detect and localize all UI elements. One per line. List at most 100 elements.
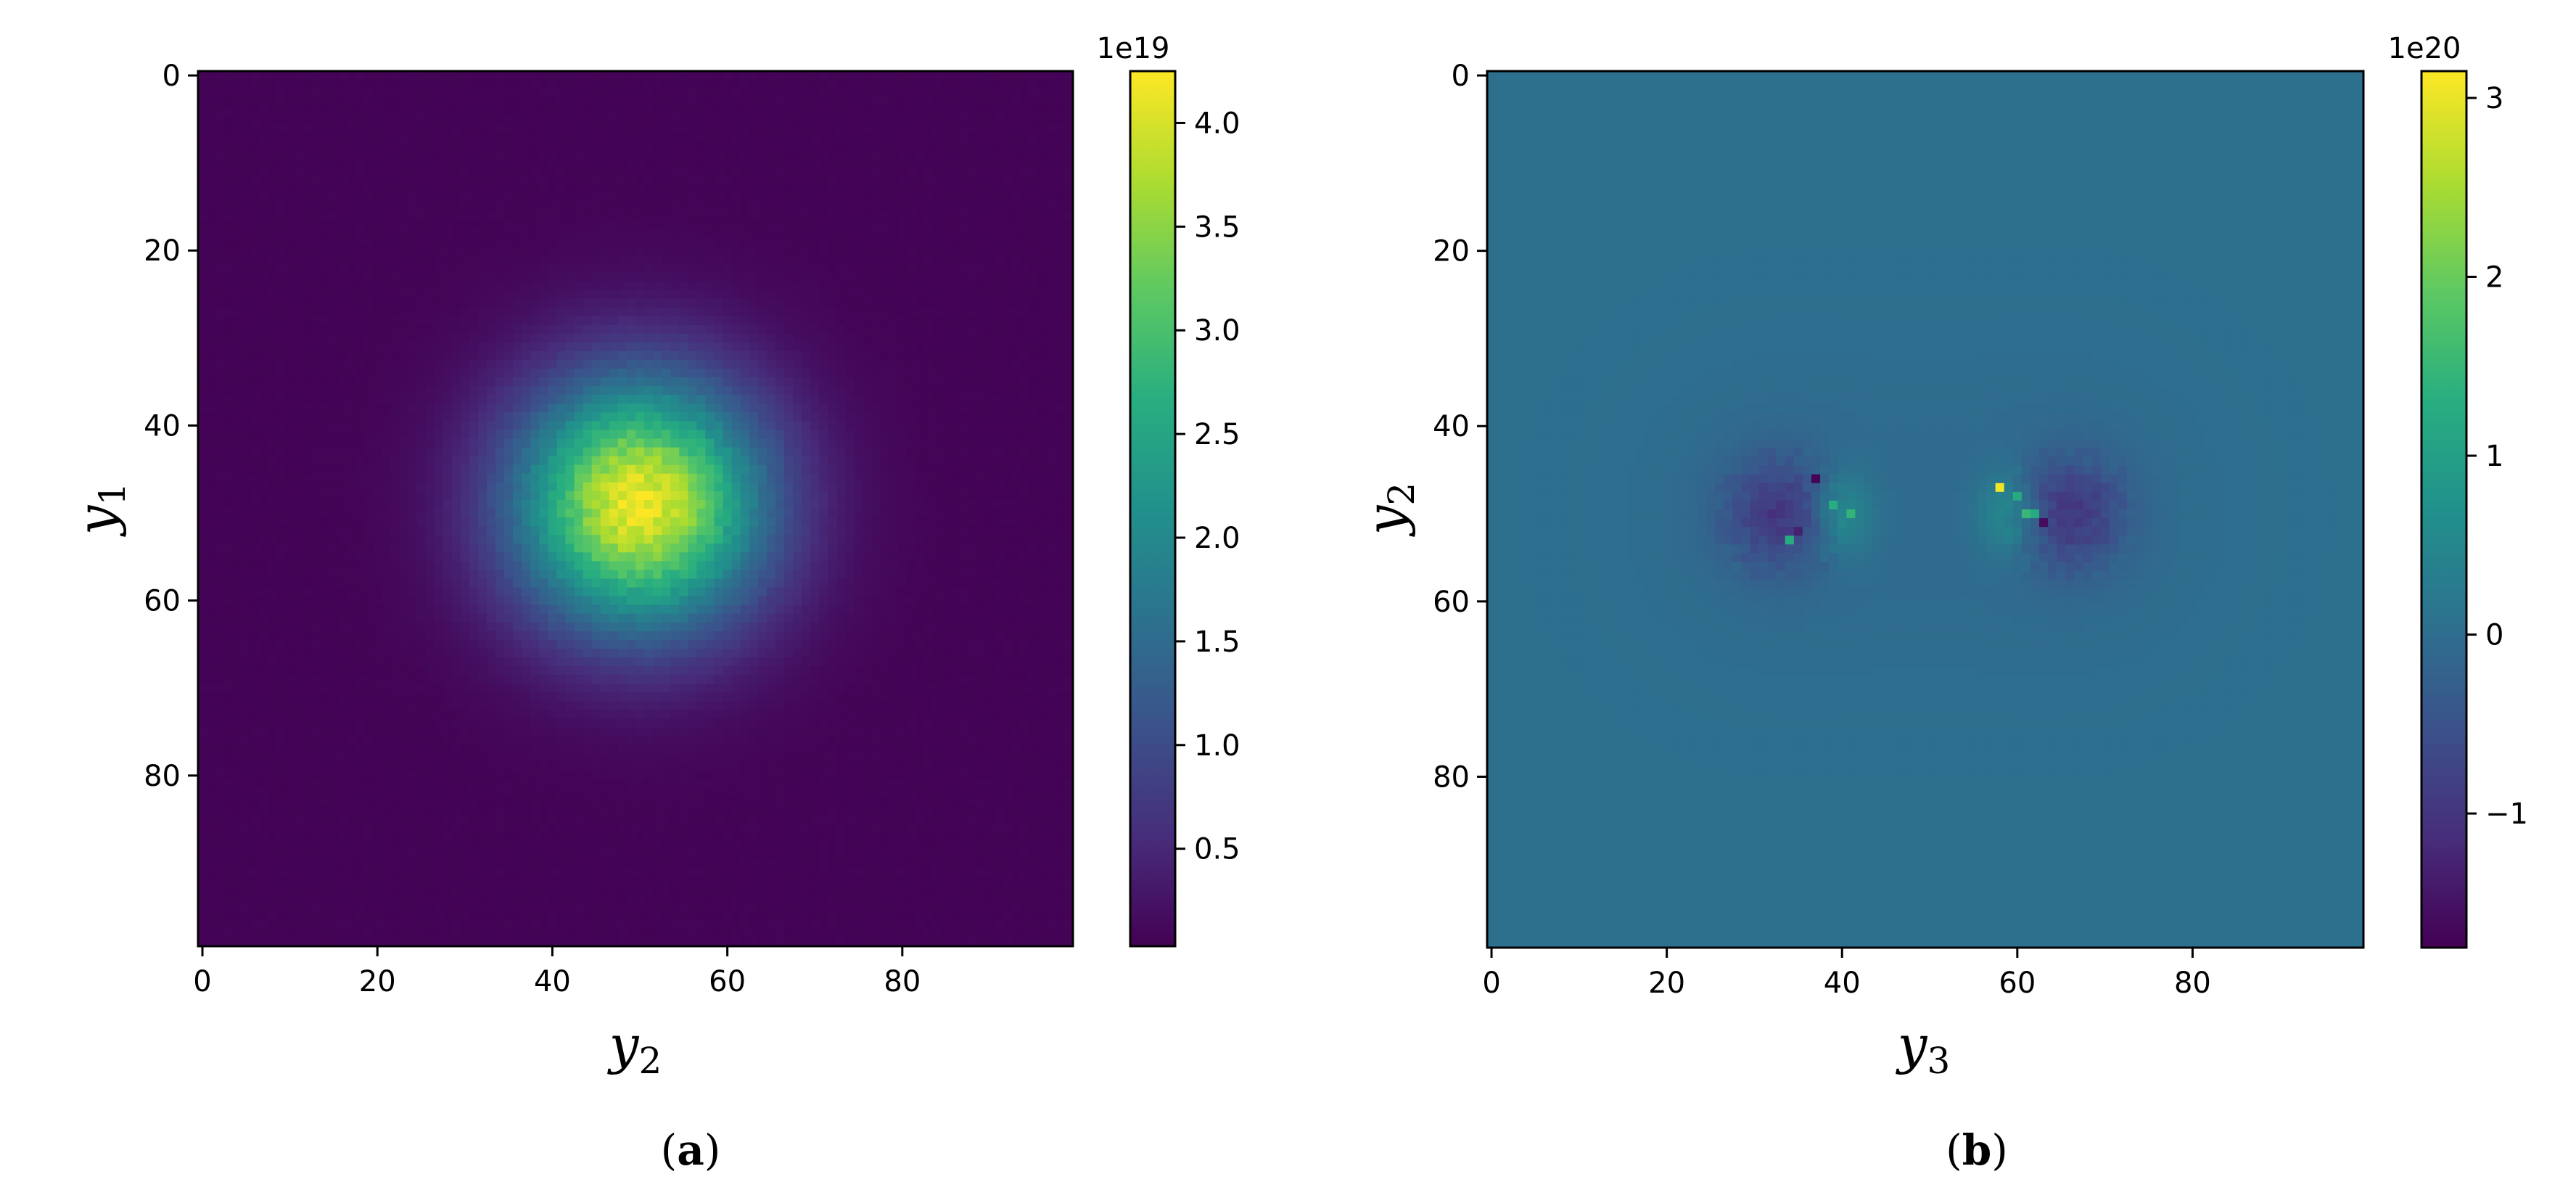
heat-cell <box>670 141 680 151</box>
heat-cell <box>889 158 899 168</box>
heat-cell <box>705 298 715 308</box>
heat-cell <box>364 210 374 221</box>
heat-cell <box>679 316 688 326</box>
heat-cell <box>513 193 522 203</box>
heat-cell <box>600 184 610 194</box>
heat-cell <box>626 71 636 81</box>
heat-cell <box>723 386 733 395</box>
heat-cell <box>923 89 934 98</box>
heat-cell <box>644 237 654 247</box>
heat-cell <box>591 412 601 422</box>
heat-cell <box>653 184 662 194</box>
heat-cell <box>329 403 339 413</box>
heat-cell <box>933 210 942 221</box>
heat-cell <box>880 123 890 134</box>
heat-cell <box>399 184 409 194</box>
heat-cell <box>250 447 260 457</box>
heat-cell <box>994 316 1004 326</box>
heat-cell <box>863 369 873 378</box>
heat-cell <box>915 290 925 300</box>
heat-cell <box>469 369 479 378</box>
heat-cell <box>250 403 260 413</box>
heat-cell <box>915 123 925 134</box>
heat-cell <box>504 184 514 194</box>
heat-cell <box>329 298 339 308</box>
heat-cell <box>662 482 671 492</box>
heat-cell <box>644 71 654 81</box>
heat-cell <box>451 395 461 404</box>
heat-cell <box>242 359 251 369</box>
heat-cell <box>548 377 558 387</box>
heat-cell <box>215 359 225 369</box>
heat-cell <box>425 377 435 387</box>
heat-cell <box>408 158 418 168</box>
heat-cell <box>1029 246 1039 255</box>
heat-cell <box>215 141 225 151</box>
heat-cell <box>1029 369 1039 378</box>
heat-cell <box>836 499 847 509</box>
heat-cell <box>723 184 733 194</box>
heat-cell <box>434 324 444 335</box>
heat-cell <box>504 350 514 361</box>
heat-cell <box>906 176 916 186</box>
heat-cell <box>854 193 864 203</box>
heat-cell <box>836 395 847 404</box>
heat-cell <box>294 403 304 413</box>
heat-cell <box>871 237 881 247</box>
heat-cell <box>635 324 645 335</box>
heat-cell <box>845 149 855 160</box>
heat-cell <box>950 263 960 273</box>
heat-cell <box>757 115 768 124</box>
heat-cell <box>600 263 610 273</box>
heat-cell <box>373 220 382 229</box>
heat-cell <box>548 386 558 395</box>
heat-cell <box>250 350 260 361</box>
heat-cell <box>311 298 321 308</box>
heat-cell <box>224 149 234 160</box>
heat-cell <box>285 123 295 134</box>
heat-cell <box>207 229 216 238</box>
heat-cell <box>451 176 461 186</box>
heat-cell <box>242 272 251 282</box>
heat-cell <box>653 386 662 395</box>
heat-cell <box>696 307 707 317</box>
heat-cell <box>968 167 977 177</box>
heat-cell <box>434 210 444 221</box>
heat-cell <box>556 167 567 177</box>
heat-cell <box>434 202 444 212</box>
heat-cell <box>714 491 724 501</box>
heat-cell <box>994 132 1004 142</box>
heat-cell <box>617 412 627 422</box>
heat-cell <box>836 342 847 352</box>
heat-cell <box>889 141 899 151</box>
heat-cell <box>443 298 453 308</box>
heat-cell <box>749 342 759 352</box>
heat-cell <box>460 377 470 387</box>
heat-cell <box>399 176 409 186</box>
heat-cell <box>863 386 873 395</box>
heat-cell <box>294 184 304 194</box>
heat-cell <box>1037 272 1048 282</box>
heat-cell <box>976 491 986 501</box>
heat-cell <box>819 464 828 475</box>
heat-cell <box>268 89 278 98</box>
heat-cell <box>775 106 785 115</box>
heat-cell <box>731 263 741 273</box>
heat-cell <box>679 342 688 352</box>
heat-cell <box>757 237 768 247</box>
heat-cell <box>897 499 908 509</box>
heat-cell <box>443 333 453 343</box>
heat-cell <box>889 220 899 229</box>
heat-cell <box>347 307 356 317</box>
heat-cell <box>242 369 251 378</box>
heat-cell <box>915 298 925 308</box>
heat-cell <box>337 220 347 229</box>
heat-cell <box>591 350 601 361</box>
heat-cell <box>635 421 645 431</box>
heat-cell <box>784 298 794 308</box>
heat-cell <box>495 464 505 475</box>
heat-cell <box>662 473 671 483</box>
heat-cell <box>434 237 444 247</box>
heat-cell <box>1055 158 1065 168</box>
heat-cell <box>198 324 207 335</box>
